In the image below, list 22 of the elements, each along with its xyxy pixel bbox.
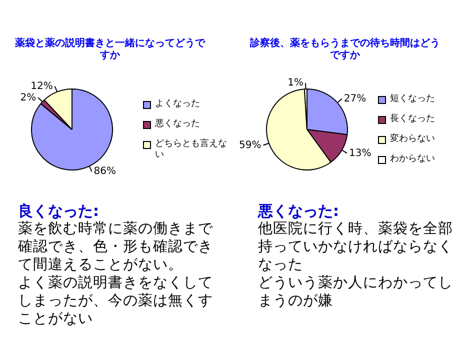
data-label: 59% [239, 140, 262, 151]
legend-label: どちらとも言えない [155, 138, 228, 160]
legend-label: 変わらない [390, 134, 435, 145]
text: どういう薬か人にわかってしまうのが嫌 [258, 274, 454, 310]
legend-label: 長くなった [390, 114, 435, 125]
data-label: 2% [20, 92, 36, 104]
text: よく薬の説明書きをなくしてしまったが、今の薬は無くすことがない [18, 274, 214, 328]
legend-label: 悪くなった [155, 118, 200, 130]
legend-label: 短くなった [390, 94, 435, 105]
text: 悪くなった: [258, 202, 340, 220]
data-label: 12% [30, 80, 53, 92]
text: 他医院に行く時、薬袋を全部持っていかなければならなくなった [258, 220, 454, 274]
chart-title: 薬袋と薬の説明書きと一緒になってどうですか [15, 38, 205, 62]
data-label: 86% [94, 166, 116, 178]
text: 良くなった: [18, 202, 100, 220]
data-label: 27% [344, 93, 366, 104]
chart-title: 診察後、薬をもらうまでの待ち時間はどうですか [250, 38, 440, 62]
legend-label: よくなった [155, 98, 200, 110]
data-label: 13% [349, 148, 372, 159]
text: 薬を飲む時常に薬の働きまで確認でき、色・形も確認できて間違えることがない。 [18, 220, 214, 274]
data-label: 1% [288, 78, 304, 89]
legend-label: わからない [390, 154, 435, 165]
